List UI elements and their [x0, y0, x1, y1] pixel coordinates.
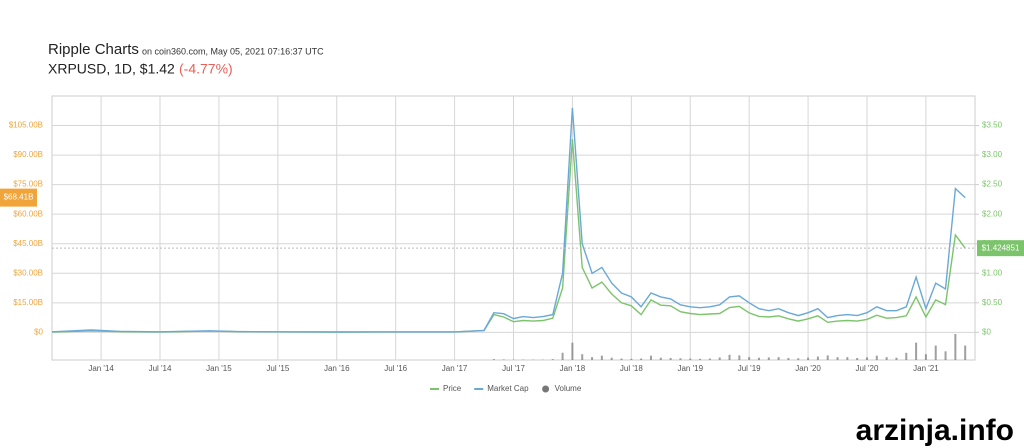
volume-bar [708, 358, 711, 360]
volume-bar [807, 357, 810, 360]
x-tick-label: Jul '16 [384, 364, 407, 373]
y-tick-label: $90.00B [13, 150, 43, 159]
volume-bar [600, 355, 603, 360]
volume-bar [885, 357, 888, 360]
watermark: arzinja.info [856, 414, 1014, 447]
y-tick-label: $30.00B [13, 268, 43, 277]
volume-bar [787, 357, 790, 360]
volume-bar [718, 357, 721, 360]
change: (-4.77%) [179, 61, 233, 77]
volume-bar [581, 354, 584, 360]
volume-bar [689, 358, 692, 360]
volume-bar [905, 352, 908, 360]
volume-bar [620, 358, 623, 360]
volume-bar [649, 355, 652, 360]
volume-bar [610, 357, 613, 360]
volume-bar [944, 351, 947, 360]
volume-bar [630, 358, 633, 360]
legend-label: Volume [555, 384, 582, 393]
series-line [51, 107, 966, 333]
value-badge-label: $1.424851 [982, 243, 1020, 252]
volume-bar [640, 358, 643, 360]
value-badge [0, 188, 37, 207]
volume-bar [846, 357, 849, 360]
x-tick-label: Jul '19 [738, 364, 761, 373]
volume-bar [591, 357, 594, 360]
x-tick-label: Jul '18 [620, 364, 643, 373]
volume-bar [836, 357, 839, 360]
volume-bar [777, 357, 780, 360]
y-tick-label: $75.00B [13, 180, 43, 189]
volume-bar [964, 345, 967, 360]
volume-bar [679, 358, 682, 360]
y-tick-label: $60.00B [13, 209, 43, 218]
volume-bar [699, 358, 702, 360]
volume-bar [738, 355, 741, 360]
x-tick-label: Jan '19 [677, 364, 703, 373]
volume-bar [748, 357, 751, 360]
volume-bar [816, 356, 819, 360]
y-tick-label: $0 [34, 327, 43, 336]
y2-tick-label: $2.50 [982, 180, 1003, 189]
y-tick-label: $15.00B [13, 298, 43, 307]
volume-bar [551, 359, 554, 360]
x-tick-label: Jul '17 [502, 364, 525, 373]
volume-bar [934, 345, 937, 360]
volume-bar [492, 359, 495, 360]
volume-bar [895, 357, 898, 360]
legend-marker [542, 385, 550, 393]
volume-bar [924, 354, 927, 360]
x-tick-label: Jul '15 [266, 364, 289, 373]
y2-tick-label: $3.50 [982, 121, 1003, 130]
value-badge [977, 240, 1024, 257]
watermark-bg [826, 412, 1024, 448]
x-tick-label: Jan '17 [442, 364, 468, 373]
volume-bar [669, 357, 672, 360]
y2-tick-label: $1.00 [982, 268, 1003, 277]
x-tick-label: Jan '20 [795, 364, 821, 373]
legend-label: Price [443, 384, 462, 393]
x-tick-label: Jan '14 [88, 364, 114, 373]
volume-bar [865, 357, 868, 360]
volume-bar [757, 357, 760, 360]
volume-bar [954, 334, 957, 360]
x-tick-label: Jan '21 [913, 364, 939, 373]
y2-tick-label: $3.00 [982, 150, 1003, 159]
volume-bar [915, 342, 918, 360]
x-tick-label: Jan '18 [560, 364, 586, 373]
x-tick-label: Jul '14 [149, 364, 172, 373]
legend-label: Market Cap [487, 384, 529, 393]
y-tick-label: $105.00B [9, 121, 43, 130]
volume-bar [826, 355, 829, 360]
y2-tick-label: $2.00 [982, 209, 1003, 218]
volume-bar [767, 357, 770, 360]
chart-title: Ripple Charts [48, 41, 139, 58]
x-tick-label: Jan '15 [206, 364, 232, 373]
x-tick-label: Jan '16 [324, 364, 350, 373]
value-badge-label: $68.41B [4, 193, 34, 202]
x-tick-label: Jul '20 [856, 364, 879, 373]
chart-subtitle: on coin360.com, May 05, 2021 07:16:37 UT… [142, 46, 324, 56]
volume-bar [561, 352, 564, 360]
volume-bar [728, 354, 731, 360]
volume-bar [659, 357, 662, 360]
volume-bar [571, 342, 574, 360]
volume-bar [875, 355, 878, 360]
y-tick-label: $45.00B [13, 239, 43, 248]
volume-bar [856, 357, 859, 360]
volume-bar [502, 359, 505, 360]
y2-tick-label: $0 [982, 327, 991, 336]
symbol-line: XRPUSD, 1D, $1.42 [48, 61, 175, 77]
y2-tick-label: $0.50 [982, 298, 1003, 307]
volume-bar [797, 358, 800, 360]
